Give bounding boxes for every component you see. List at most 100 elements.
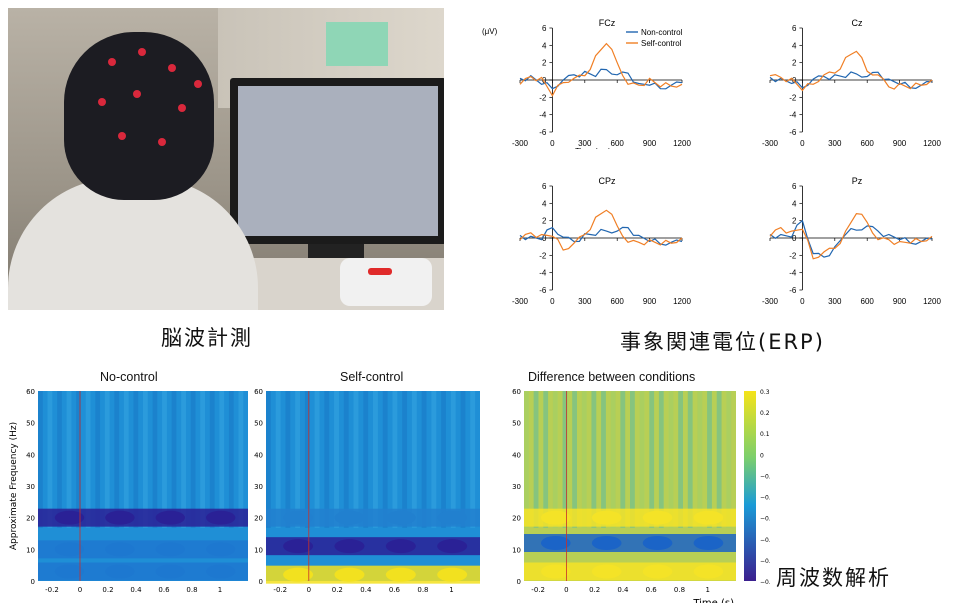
heatmap-texture-streak <box>591 391 597 528</box>
heatmap-blob <box>283 510 314 525</box>
heatmap-texture-streak <box>171 391 177 528</box>
x-tick-label: 0.2 <box>332 586 343 594</box>
heatmap-texture-streak <box>392 391 398 528</box>
y-tick-label: 0 <box>542 76 547 85</box>
y-tick-label: 4 <box>542 199 547 208</box>
heatmap-blob <box>54 564 85 579</box>
heatmap-texture-streak <box>610 391 616 528</box>
heatmap-band-mid <box>38 562 248 581</box>
y-tick-label: 20 <box>512 515 521 523</box>
series-line-self-control <box>769 50 933 92</box>
series-line-self-control <box>519 209 683 251</box>
heatmap-texture-streak <box>562 391 568 528</box>
heatmap-band-high <box>524 562 736 581</box>
electrode-icon <box>98 98 106 106</box>
heatmap-texture-streak <box>601 391 606 528</box>
x-axis-label: Time (s) <box>692 598 734 603</box>
heatmap-blob <box>155 510 185 525</box>
heatmap-texture-streak <box>533 391 539 528</box>
colorbar-tick-label: −0.3 <box>760 516 770 523</box>
erp-chart-fcz: 6 4 2 0 -2 -4 -6 -300 0 300 600 900 1200 FCz (μV) Time … <box>482 18 691 149</box>
x-tick-label: 0.6 <box>646 586 658 594</box>
x-tick-label: 900 <box>893 297 907 306</box>
heatmap-texture-streak <box>123 391 129 528</box>
colorbar-tick-label: 0.2 <box>760 410 770 417</box>
heatmap-texture-streak <box>668 391 674 528</box>
y-tick-label: 60 <box>254 388 263 396</box>
colorbar-tick-label: 0 <box>760 452 764 459</box>
y-tick-label: 4 <box>792 199 797 208</box>
caption-erp: 事象関連電位(ERP) <box>620 330 825 354</box>
electrode-icon <box>158 138 166 146</box>
x-tick-label: 1 <box>449 586 453 594</box>
y-tick-label: 40 <box>254 451 263 459</box>
heatmap-texture-streak <box>382 391 388 528</box>
heatmap-texture-streak <box>47 391 53 528</box>
chart-title: Cz <box>852 18 863 28</box>
x-tick-label: 300 <box>578 297 592 306</box>
heatmap-texture-streak <box>470 391 476 528</box>
photo-eeg-cap <box>64 32 214 200</box>
heatmap-blob <box>283 539 314 554</box>
y-tick-label: 30 <box>512 483 521 491</box>
y-tick-label: -6 <box>789 128 797 137</box>
heatmap-texture-streak <box>238 391 244 528</box>
photo-green-panel <box>326 22 388 66</box>
y-tick-label: 20 <box>254 515 263 523</box>
heatmap-blob <box>385 510 416 525</box>
heatmap-texture-streak <box>143 391 148 528</box>
heatmap-texture-streak <box>343 391 349 528</box>
y-tick-label: 0 <box>542 234 547 243</box>
heatmap-texture-streak <box>95 391 101 528</box>
heatmap-title-self-control: Self-control <box>340 370 404 384</box>
y-tick-label: 0 <box>792 76 797 85</box>
y-tick-label: 4 <box>792 41 797 50</box>
device-button-icon <box>368 268 392 275</box>
y-tick-label: 60 <box>26 388 35 396</box>
x-tick-label: 0 <box>564 586 568 594</box>
x-tick-label: 0.6 <box>389 586 401 594</box>
heatmap-blob <box>693 510 724 525</box>
heatmap-blob <box>155 564 185 579</box>
y-axis-label: (μV) <box>482 27 498 36</box>
x-tick-label: 0 <box>550 297 555 306</box>
legend-label: Non-control <box>641 28 683 37</box>
heatmap-blob <box>385 567 416 582</box>
heatmap-blob <box>206 564 236 579</box>
heatmap-texture-streak <box>363 391 369 528</box>
heatmap-band-high <box>524 508 736 527</box>
electrode-icon <box>118 132 126 140</box>
x-tick-label: 0 <box>550 139 555 148</box>
y-tick-label: 0 <box>517 578 521 586</box>
series-line-non-control <box>519 226 683 246</box>
heatmap-texture-streak <box>295 391 301 528</box>
y-tick-label: -2 <box>539 93 547 102</box>
heatmap-texture-streak <box>76 391 81 528</box>
heatmap-texture-streak <box>572 391 577 528</box>
heatmap-texture-streak <box>620 391 626 528</box>
heatmap-texture-streak <box>85 391 91 528</box>
heatmap-texture-streak <box>431 391 437 528</box>
heatmap-blob <box>334 510 365 525</box>
heatmap-texture-streak <box>421 391 427 528</box>
colorbar-tick-label: −0.6 <box>760 579 770 586</box>
heatmap-texture-streak <box>524 391 529 528</box>
electrode-icon <box>138 48 146 56</box>
x-tick-label: 1200 <box>673 297 691 306</box>
electrode-icon <box>133 90 141 98</box>
heatmap-difference: 0 10 20 30 40 50 60 -0.2 0 0.2 0.4 0.6 0.8 1 Time (s) 0… <box>512 388 770 603</box>
x-tick-label: 300 <box>828 139 842 148</box>
heatmap-blob <box>105 510 135 525</box>
heatmap-texture-streak <box>543 391 549 528</box>
x-tick-label: 900 <box>643 139 657 148</box>
heatmap-blob <box>540 564 571 579</box>
y-tick-label: 50 <box>512 420 521 428</box>
y-tick-label: -6 <box>539 286 547 295</box>
heatmap-blob <box>642 564 673 579</box>
heatmap-texture-streak <box>66 391 72 528</box>
heatmap-blob <box>385 539 416 554</box>
x-tick-label: 0.2 <box>589 586 600 594</box>
y-tick-label: 40 <box>512 451 521 459</box>
electrode-icon <box>194 80 202 88</box>
x-tick-label: 1200 <box>673 139 691 148</box>
